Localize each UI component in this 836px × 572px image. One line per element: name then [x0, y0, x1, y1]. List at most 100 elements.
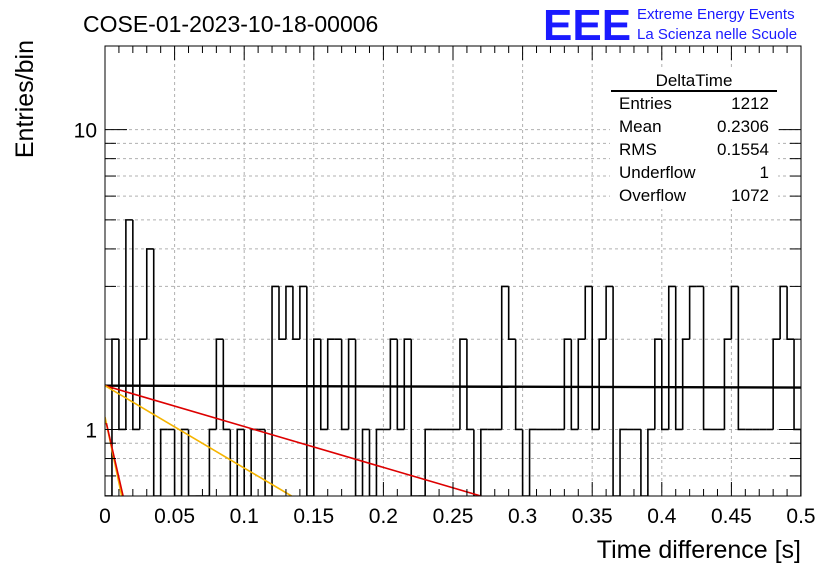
x-tick-label: 0.3 — [508, 505, 537, 528]
histogram-bin — [271, 285, 279, 496]
stats-value-mean: 0.2306 — [717, 117, 769, 136]
histogram-bin — [598, 338, 607, 430]
histogram-bin — [563, 338, 572, 430]
histogram-bin — [591, 286, 600, 431]
histogram-bin — [723, 338, 732, 430]
histogram-bin — [514, 339, 523, 431]
y-axis-title: Entries/bin — [11, 40, 39, 158]
histogram-bin — [347, 338, 356, 430]
histogram-bin — [264, 429, 273, 496]
histogram-bin — [667, 285, 676, 430]
histogram-bin — [466, 339, 474, 431]
histogram-bin — [375, 428, 384, 496]
x-tick-label: 0.45 — [711, 505, 752, 528]
histogram-bin — [640, 429, 648, 496]
histogram-bin — [730, 285, 739, 340]
histogram-bin — [702, 286, 711, 431]
x-tick-label: 0.15 — [293, 505, 334, 528]
histogram-bin — [577, 338, 586, 430]
histogram-bin — [605, 285, 614, 340]
stats-value-entries: 1212 — [731, 94, 769, 113]
histogram-bin — [507, 286, 516, 340]
y-tick-labels: 1 10 — [74, 120, 97, 443]
stats-box-background — [610, 69, 778, 209]
stats-label-mean: Mean — [619, 117, 662, 136]
stats-label-rms: RMS — [619, 140, 657, 159]
histogram-bin — [368, 429, 377, 496]
histogram-bin — [654, 338, 662, 430]
histogram-bin — [480, 428, 488, 496]
histogram-bin — [737, 286, 746, 431]
stats-value-overflow: 1072 — [731, 186, 769, 205]
fit-curve — [105, 422, 124, 496]
x-tick-label: 0.2 — [369, 505, 398, 528]
stats-value-underflow: 1 — [760, 163, 769, 182]
logo-mark: EEE — [543, 1, 631, 50]
histogram-bin — [521, 429, 530, 496]
histogram-bars — [105, 219, 801, 496]
histogram-bin — [584, 285, 593, 340]
x-tick-label: 0.05 — [154, 505, 195, 528]
histogram-bin — [285, 285, 293, 340]
histogram-bin — [118, 339, 126, 431]
histogram-bin — [681, 338, 690, 430]
histogram-bin — [173, 429, 182, 496]
y-tick-label: 10 — [74, 120, 97, 143]
histogram-bin — [125, 219, 133, 430]
histogram-bin — [528, 428, 537, 496]
histogram-bin — [313, 338, 321, 496]
histogram-bin — [340, 339, 349, 431]
histogram-bin — [243, 429, 252, 496]
x-tick-label: 0.1 — [230, 505, 259, 528]
histogram-bin — [319, 339, 328, 431]
x-axis-title: Time difference [s] — [597, 536, 801, 564]
histogram-bin — [159, 428, 168, 496]
histogram-bin — [500, 285, 509, 430]
histogram-bin — [354, 339, 363, 496]
histogram-bin — [793, 339, 801, 496]
histogram-bin — [410, 339, 419, 496]
histogram-bin — [250, 428, 259, 496]
stats-label-underflow: Underflow — [619, 163, 696, 182]
histogram-bin — [208, 428, 217, 496]
axis-ticks — [104, 46, 802, 497]
histogram-bin — [139, 338, 147, 430]
stats-value-rms: 0.1554 — [717, 140, 769, 159]
fit-curve — [105, 384, 292, 496]
histogram-bin — [278, 286, 286, 340]
logo-line-1: Extreme Energy Events — [637, 6, 795, 23]
histogram-bin — [236, 428, 245, 496]
x-tick-label: 0.35 — [572, 505, 613, 528]
histogram-bin — [473, 429, 481, 496]
histogram-bin — [132, 219, 140, 431]
histogram-bin — [361, 428, 370, 496]
histogram-bin — [779, 285, 788, 340]
chart-title: COSE-01-2023-10-18-00006 — [83, 11, 378, 37]
x-tick-labels: 0 0.05 0.1 0.15 0.2 0.25 0.3 0.35 0.4 0.45 0.5 — [99, 505, 815, 528]
fit-curve — [105, 384, 801, 389]
histogram-bin — [772, 338, 781, 430]
histogram-bin — [424, 428, 433, 496]
histogram-bin — [647, 428, 655, 496]
histogram-bin — [786, 286, 795, 340]
fit-curves — [105, 384, 801, 496]
histogram-bin — [180, 428, 189, 496]
histogram-bin — [612, 286, 621, 496]
x-tick-label: 0.25 — [433, 505, 474, 528]
histogram-bin — [292, 286, 300, 340]
histogram-bin — [326, 338, 335, 430]
histogram-bin — [661, 339, 669, 431]
histogram-bin — [688, 285, 697, 340]
x-tick-label: 0.4 — [647, 505, 677, 528]
histogram-bin — [145, 248, 154, 340]
histogram-bin — [674, 286, 683, 431]
stats-label-overflow: Overflow — [619, 186, 687, 205]
histogram-bin — [152, 248, 161, 496]
histogram-bin — [187, 429, 196, 496]
histogram-bin — [389, 338, 398, 430]
histogram-bin — [403, 338, 412, 430]
histogram-bin — [299, 285, 307, 340]
histogram-bin — [459, 338, 467, 430]
histogram-bin — [229, 429, 238, 496]
